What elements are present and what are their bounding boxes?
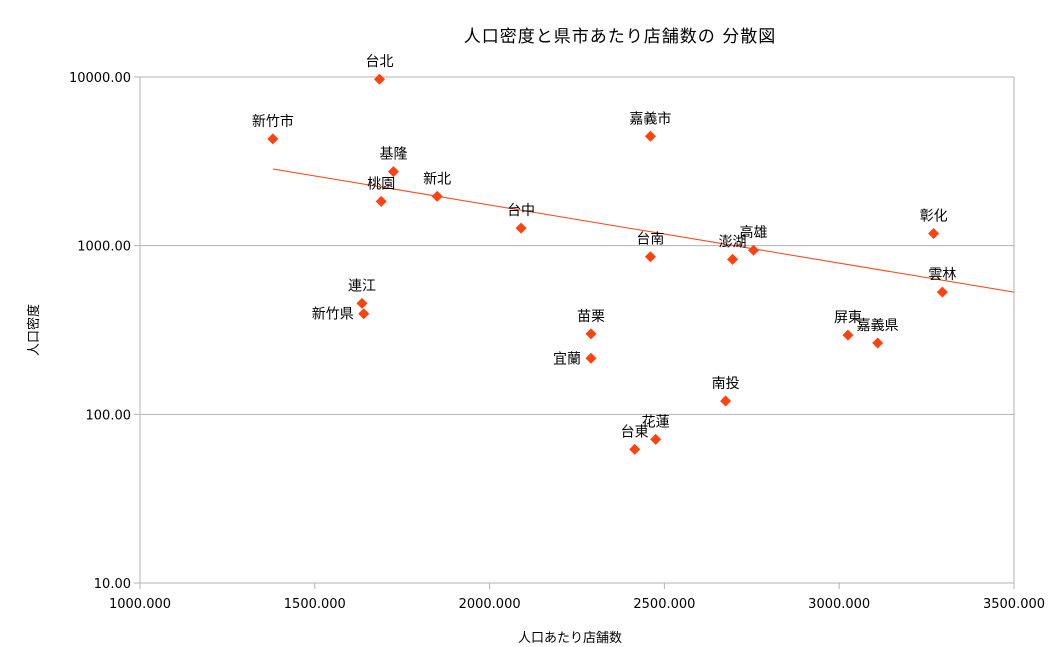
data-point xyxy=(629,443,641,455)
y-tick-label: 100.00 xyxy=(86,408,132,423)
trendline xyxy=(272,168,1015,293)
point-label: 屏東 xyxy=(834,310,862,326)
data-point xyxy=(650,433,662,445)
x-tick-label: 2000.000 xyxy=(459,597,521,612)
x-tick-label: 3000.000 xyxy=(808,597,870,612)
data-point xyxy=(928,228,940,240)
data-point xyxy=(936,286,948,298)
point-label: 新竹県 xyxy=(312,307,354,323)
point-label: 新竹市 xyxy=(252,113,294,130)
point-label: 澎湖 xyxy=(719,234,747,250)
data-point xyxy=(356,297,368,309)
x-tick-label: 3500.000 xyxy=(983,597,1045,612)
data-point xyxy=(431,190,443,202)
data-point xyxy=(727,253,739,265)
point-label: 基隆 xyxy=(379,146,407,163)
data-point xyxy=(644,251,656,263)
x-tick-label: 1500.000 xyxy=(284,597,346,612)
point-label: 桃園 xyxy=(367,176,395,192)
y-axis-title: 人口密度 xyxy=(26,304,42,356)
point-label: 台北 xyxy=(365,54,393,70)
data-point xyxy=(358,308,370,320)
x-axis-title: 人口あたり店舗数 xyxy=(518,631,622,646)
data-points xyxy=(267,73,948,455)
axes: 10.00 100.00 1000.00 10000.00 1000.000 1500.0… xyxy=(69,71,1045,612)
point-label: 新北 xyxy=(423,171,451,187)
y-tick-label: 10.00 xyxy=(94,577,131,592)
data-point xyxy=(267,133,279,145)
data-point xyxy=(585,328,597,340)
data-point xyxy=(644,130,656,142)
y-tick-label: 10000.00 xyxy=(69,71,131,86)
data-point xyxy=(842,329,854,341)
point-label: 嘉義県 xyxy=(857,317,899,334)
trendline-layer xyxy=(272,168,1015,293)
data-point xyxy=(375,195,387,207)
x-tick-label: 1000.000 xyxy=(109,597,171,612)
data-point xyxy=(748,244,760,256)
point-label: 高雄 xyxy=(740,224,768,241)
x-tick-label: 2500.000 xyxy=(633,597,695,612)
y-tick-label: 1000.00 xyxy=(77,240,131,255)
point-label: 宜蘭 xyxy=(553,351,581,367)
point-label: 台中 xyxy=(507,203,535,219)
point-label: 彰化 xyxy=(920,208,948,225)
point-label: 台南 xyxy=(636,232,664,248)
data-point xyxy=(515,222,527,234)
data-point xyxy=(585,352,597,364)
gridlines xyxy=(140,76,1014,584)
point-label: 雲林 xyxy=(928,267,956,283)
point-label: 連江 xyxy=(348,278,376,294)
point-label: 苗栗 xyxy=(577,309,605,325)
point-label: 嘉義市 xyxy=(629,110,671,127)
data-point xyxy=(720,395,732,407)
point-label: 南投 xyxy=(712,376,740,392)
data-point xyxy=(872,337,884,349)
data-point xyxy=(373,73,385,85)
point-label: 台東 xyxy=(621,424,649,440)
chart-title: 人口密度と県市あたり店舗数の 分散図 xyxy=(464,27,776,47)
data-point xyxy=(387,166,399,178)
point-label: 花蓮 xyxy=(642,414,670,430)
